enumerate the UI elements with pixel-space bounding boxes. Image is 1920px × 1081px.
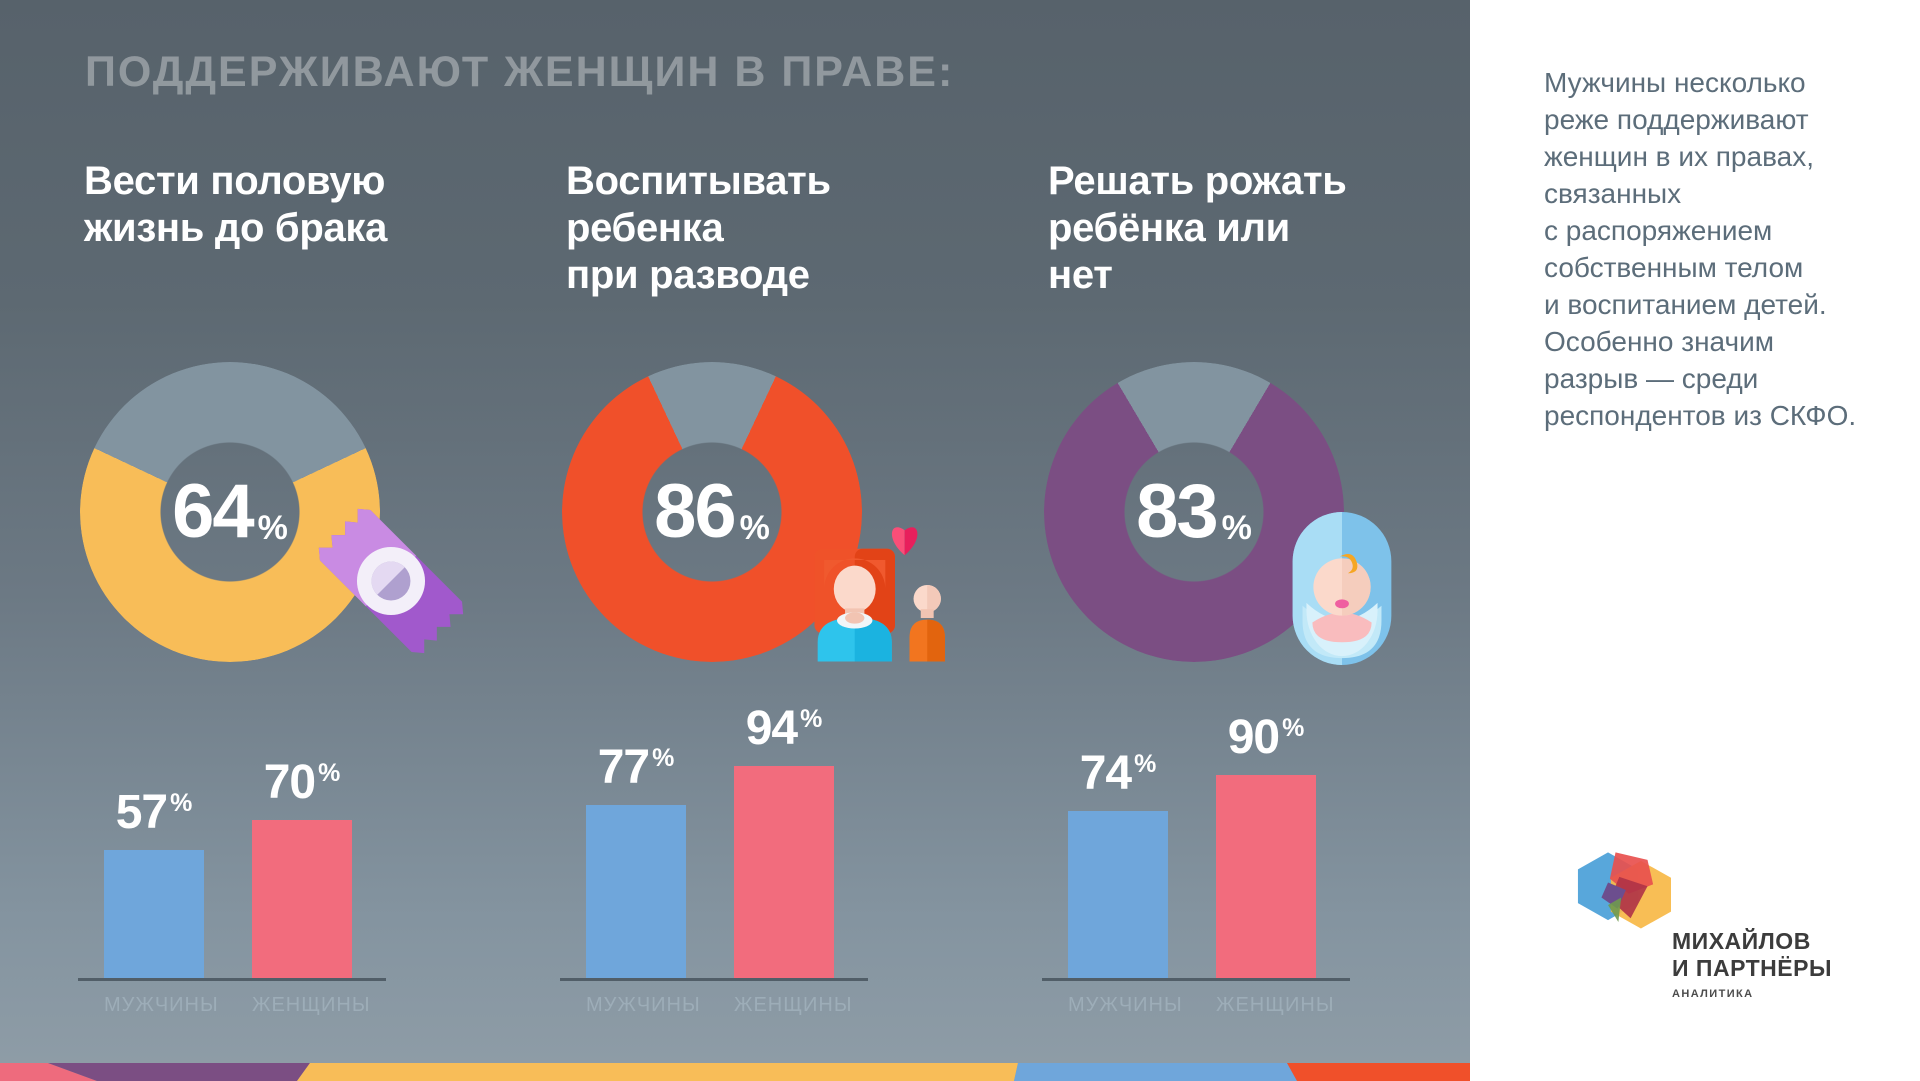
logo-wordmark: МИХАЙЛОВ И ПАРТНЁРЫ АНАЛИТИКА xyxy=(1672,928,1832,1000)
logo-name-line1: МИХАЙЛОВ xyxy=(1672,928,1811,954)
bar-group-men: 74% xyxy=(1068,747,1168,978)
bar-value-men: 74% xyxy=(1079,747,1157,801)
sidebar-panel: Мужчины несколько реже поддерживают женщ… xyxy=(1470,0,1920,1081)
logo-name-line2: И ПАРТНЁРЫ xyxy=(1672,955,1833,981)
donut-chart: 83% xyxy=(1044,362,1392,665)
strip-segment-purple xyxy=(48,1063,310,1081)
bar-chart: 77% 94% xyxy=(586,678,846,978)
bar-group-women: 70% xyxy=(252,756,352,978)
bar-men xyxy=(104,850,204,978)
column-heading: Вести половую жизнь до брака xyxy=(84,159,388,251)
page-title: ПОДДЕРЖИВАЮТ ЖЕНЩИН В ПРАВЕ: xyxy=(85,48,955,96)
column-heading: Воспитывать ребенка при разводе xyxy=(566,159,831,298)
logo-mark-icon xyxy=(1577,852,1671,929)
donut-ring xyxy=(562,362,862,662)
heart-icon xyxy=(891,527,905,556)
axis-line xyxy=(560,978,868,981)
stat-column-3: Решать рожать ребёнка или нет 83% xyxy=(1042,140,1392,1030)
bar-label-men: МУЖЧИНЫ xyxy=(586,994,701,1016)
annotation-text: Мужчины несколько реже поддерживают женщ… xyxy=(1544,67,1857,431)
stat-column-1: Вести половую жизнь до брака 64% xyxy=(78,140,464,1030)
bar-value-women: 94% xyxy=(745,702,823,756)
bar-label-women: ЖЕНЩИНЫ xyxy=(734,994,853,1016)
bar-women xyxy=(252,820,352,978)
main-panel: ПОДДЕРЖИВАЮТ ЖЕНЩИН В ПРАВЕ: Вести полов… xyxy=(0,0,1470,1081)
bar-group-women: 94% xyxy=(734,702,834,978)
donut-ring xyxy=(80,362,380,662)
bar-category-labels: МУЖЧИНЫ ЖЕНЩИНЫ xyxy=(1068,994,1335,1017)
bar-label-men: МУЖЧИНЫ xyxy=(1068,994,1183,1016)
donut-chart: 86% xyxy=(562,362,945,662)
bar-group-women: 90% xyxy=(1216,711,1316,978)
donut-percent-label: 86% xyxy=(654,469,770,554)
bar-label-women: ЖЕНЩИНЫ xyxy=(252,994,371,1016)
bar-men xyxy=(1068,811,1168,978)
bar-women xyxy=(1216,775,1316,978)
column-heading: Решать рожать ребёнка или нет xyxy=(1048,159,1347,298)
bottom-color-strip xyxy=(0,1063,1470,1081)
bar-men xyxy=(586,805,686,978)
donut-percent-label: 83% xyxy=(1136,469,1252,554)
bar-category-labels: МУЖЧИНЫ ЖЕНЩИНЫ xyxy=(586,994,853,1017)
bar-value-women: 90% xyxy=(1227,711,1305,765)
strip-segment-orange xyxy=(1287,1063,1470,1081)
donut-chart: 64% xyxy=(80,362,464,662)
bar-chart: 74% 90% xyxy=(1068,678,1328,978)
bar-label-men: МУЖЧИНЫ xyxy=(104,994,219,1016)
bar-women xyxy=(734,766,834,978)
axis-line xyxy=(1042,978,1350,981)
baby-icon xyxy=(1292,512,1392,665)
mother-child-icon xyxy=(814,527,945,662)
bar-value-men: 77% xyxy=(597,741,675,795)
bar-label-women: ЖЕНЩИНЫ xyxy=(1216,994,1335,1016)
condom-icon xyxy=(318,508,464,654)
stat-column-2: Воспитывать ребенка при разводе 86% xyxy=(560,140,945,1030)
strip-segment-blue xyxy=(1014,1063,1297,1081)
bar-chart: 57% 70% xyxy=(104,678,364,978)
logo-subtitle: АНАЛИТИКА xyxy=(1672,988,1754,1000)
donut-percent-label: 64% xyxy=(172,469,288,554)
bar-group-men: 77% xyxy=(586,741,686,978)
strip-segment-pink xyxy=(0,1063,97,1081)
strip-segment-yellow xyxy=(297,1063,1018,1081)
bar-value-women: 70% xyxy=(263,756,341,810)
bar-category-labels: МУЖЧИНЫ ЖЕНЩИНЫ xyxy=(104,994,371,1017)
bar-value-men: 57% xyxy=(115,786,193,840)
bar-group-men: 57% xyxy=(104,786,204,978)
axis-line xyxy=(78,978,386,981)
